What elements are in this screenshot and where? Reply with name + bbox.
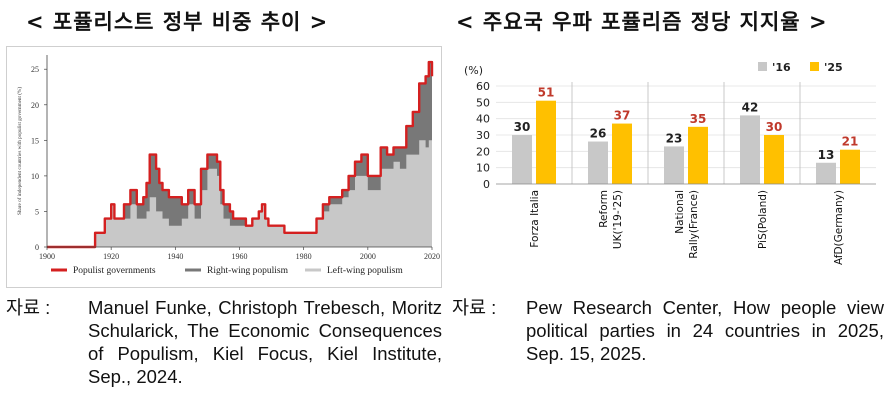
populist-share-chart: 0 5 10 15 20 25 1900 1920 1940 1960 1980 2000 2020 Sh… <box>6 46 442 288</box>
legend-swatch <box>758 62 767 71</box>
right-chart-title: < 주요국 우파 포퓰리즘 정당 지지율 > <box>456 10 828 34</box>
legend-label: Populist governments <box>73 266 156 276</box>
bar-value-label: 37 <box>614 109 631 123</box>
y-tick-label: 15 <box>31 136 39 145</box>
left-chart-title: < 포퓰리스트 정부 비중 추이 > <box>26 10 329 34</box>
x-tick-label: 1920 <box>103 252 119 261</box>
y-tick-label: 20 <box>476 145 490 158</box>
bar-value-label: 21 <box>842 135 859 149</box>
x-tick-label: 1900 <box>39 252 55 261</box>
right-wing-populism-area <box>47 62 432 247</box>
bar <box>740 115 760 184</box>
y-tick-label: 5 <box>35 207 39 216</box>
legend-label: '16 <box>772 61 791 74</box>
bar-value-label: 23 <box>666 131 683 145</box>
right-source-text: Pew Research Center, How people view pol… <box>526 297 884 364</box>
left-wing-populism-area <box>47 140 432 247</box>
bar <box>840 149 860 184</box>
source-label: 자료 : <box>452 297 497 318</box>
legend-label: Right-wing populism <box>207 266 289 276</box>
y-tick-label: 0 <box>483 178 490 191</box>
bar-value-label: 30 <box>766 120 783 134</box>
y-tick-label: 30 <box>476 129 490 142</box>
bar <box>612 123 632 184</box>
bar <box>764 135 784 184</box>
x-tick-label: 1960 <box>232 252 248 261</box>
legend-swatch <box>810 62 819 71</box>
bar-value-label: 26 <box>590 127 607 141</box>
y-axis-label: (%) <box>464 64 483 77</box>
y-tick-label: 25 <box>31 65 39 74</box>
left-source-text: Manuel Funke, Christoph Trebesch, Moritz… <box>88 297 442 387</box>
x-tick-label: Rally(France) <box>688 190 700 259</box>
bar <box>512 135 532 184</box>
x-tick-label: 2020 <box>424 252 440 261</box>
x-tick-label: Reform <box>598 190 610 228</box>
party-support-svg: 0 10 20 30 40 50 60 (%) 30 51 Forza Italia 26 37 Refo… <box>464 61 876 265</box>
bar-value-label: 30 <box>514 120 531 134</box>
y-axis-label: Share of independent countries with popu… <box>16 87 23 215</box>
bar <box>536 100 556 184</box>
bar <box>588 141 608 184</box>
y-tick-label: 50 <box>476 96 490 109</box>
bar-value-label: 42 <box>742 100 759 114</box>
x-tick-label: 1940 <box>167 252 183 261</box>
y-tick-label: 60 <box>476 80 490 93</box>
x-tick-label: AfD(Germany) <box>833 190 845 265</box>
x-tick-label: PiS(Poland) <box>757 190 769 249</box>
legend-label: Left-wing populism <box>327 265 403 276</box>
bar-value-label: 51 <box>538 86 555 100</box>
x-tick-label: UK('19-'25) <box>612 190 624 249</box>
bar <box>816 162 836 184</box>
source-label: 자료 : <box>6 297 51 318</box>
party-support-chart: 0 10 20 30 40 50 60 (%) 30 51 Forza Italia 26 37 Refo… <box>452 46 884 286</box>
y-tick-label: 20 <box>31 101 39 110</box>
y-tick-label: 10 <box>476 162 490 175</box>
bar-value-label: 13 <box>818 148 835 162</box>
x-tick-label: 1980 <box>296 252 312 261</box>
x-tick-label: 2000 <box>360 252 376 261</box>
populist-share-svg: 0 5 10 15 20 25 1900 1920 1940 1960 1980 2000 2020 Sh… <box>16 55 440 276</box>
x-tick-label: Forza Italia <box>529 190 541 248</box>
y-tick-label: 10 <box>31 172 39 181</box>
y-tick-label: 40 <box>476 113 490 126</box>
bar <box>688 126 708 184</box>
bar <box>664 146 684 184</box>
populist-governments-line <box>47 60 434 249</box>
y-tick-label: 0 <box>35 243 39 252</box>
legend-label: '25 <box>824 61 843 74</box>
x-tick-label: National <box>674 190 686 234</box>
bar-value-label: 35 <box>690 112 707 126</box>
